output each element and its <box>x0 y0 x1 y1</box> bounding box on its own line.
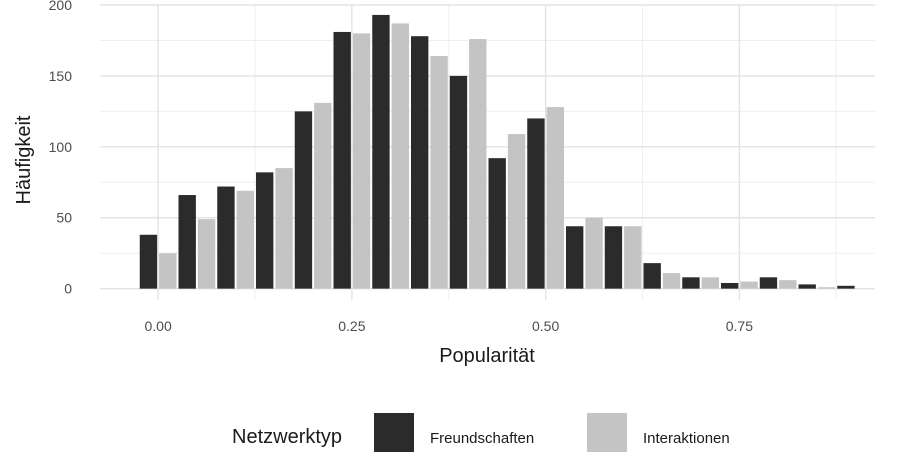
bar-freundschaften-17 <box>798 284 816 289</box>
bar-interaktionen-4 <box>314 102 332 289</box>
bar-freundschaften-14 <box>682 277 700 289</box>
bar-interaktionen-14 <box>701 277 719 289</box>
bar-interaktionen-2 <box>236 190 254 289</box>
legend-swatch-freundschaften <box>374 413 414 452</box>
major-grid <box>100 4 875 300</box>
bar-interaktionen-17 <box>817 287 836 289</box>
bar-freundschaften-9 <box>488 158 506 289</box>
y-tick-label: 100 <box>49 139 73 155</box>
bar-freundschaften-15 <box>721 282 739 289</box>
x-tick-label: 0.00 <box>145 318 172 334</box>
bar-interaktionen-5 <box>352 33 371 289</box>
bar-freundschaften-2 <box>217 186 235 289</box>
x-tick-label: 0.50 <box>532 318 559 334</box>
bar-freundschaften-13 <box>643 263 661 289</box>
minor-grid <box>100 5 875 300</box>
bar-freundschaften-10 <box>527 118 545 289</box>
bar-freundschaften-12 <box>604 226 623 289</box>
bar-freundschaften-7 <box>411 36 429 289</box>
bar-interaktionen-1 <box>197 219 216 289</box>
bar-interaktionen-10 <box>546 107 564 289</box>
legend-title: Netzwerktyp <box>232 426 342 448</box>
y-tick-labels: 0 50 100 150 200 <box>49 0 73 297</box>
legend-swatch-interaktionen <box>587 413 627 452</box>
bar-freundschaften-18 <box>837 285 855 289</box>
bar-freundschaften-8 <box>449 75 468 289</box>
bar-freundschaften-0 <box>139 234 158 289</box>
bar-interaktionen-11 <box>585 217 603 289</box>
bar-freundschaften-1 <box>178 195 196 289</box>
legend: Netzwerktyp Freundschaften Interaktionen <box>232 413 730 452</box>
bar-interaktionen-3 <box>275 168 293 289</box>
bar-freundschaften-3 <box>256 172 274 289</box>
y-tick-label: 50 <box>56 210 72 226</box>
bar-interaktionen-7 <box>430 56 448 289</box>
x-axis-title: Popularität <box>439 345 535 367</box>
bar-freundschaften-11 <box>566 226 584 289</box>
y-tick-label: 200 <box>49 0 73 13</box>
bar-freundschaften-4 <box>294 111 313 289</box>
x-tick-label: 0.25 <box>338 318 365 334</box>
y-tick-label: 150 <box>49 68 73 84</box>
y-tick-label: 0 <box>64 281 72 297</box>
bar-interaktionen-8 <box>469 39 487 289</box>
bar-freundschaften-16 <box>759 277 778 289</box>
x-tick-label: 0.75 <box>726 318 753 334</box>
bar-interaktionen-13 <box>662 273 681 289</box>
y-axis-title: Häufigkeit <box>13 115 35 204</box>
x-tick-labels: 0.00 0.25 0.50 0.75 <box>145 318 754 334</box>
bar-freundschaften-6 <box>372 14 390 289</box>
bar-freundschaften-5 <box>333 31 351 289</box>
bar-interaktionen-9 <box>507 134 526 289</box>
bar-interaktionen-12 <box>624 226 642 289</box>
legend-label-freundschaften: Freundschaften <box>430 430 534 447</box>
bar-interaktionen-16 <box>779 280 797 289</box>
bars <box>139 14 855 289</box>
bar-interaktionen-0 <box>159 253 177 289</box>
bar-interaktionen-15 <box>740 281 758 289</box>
legend-label-interaktionen: Interaktionen <box>643 430 730 447</box>
bar-interaktionen-6 <box>391 23 409 289</box>
